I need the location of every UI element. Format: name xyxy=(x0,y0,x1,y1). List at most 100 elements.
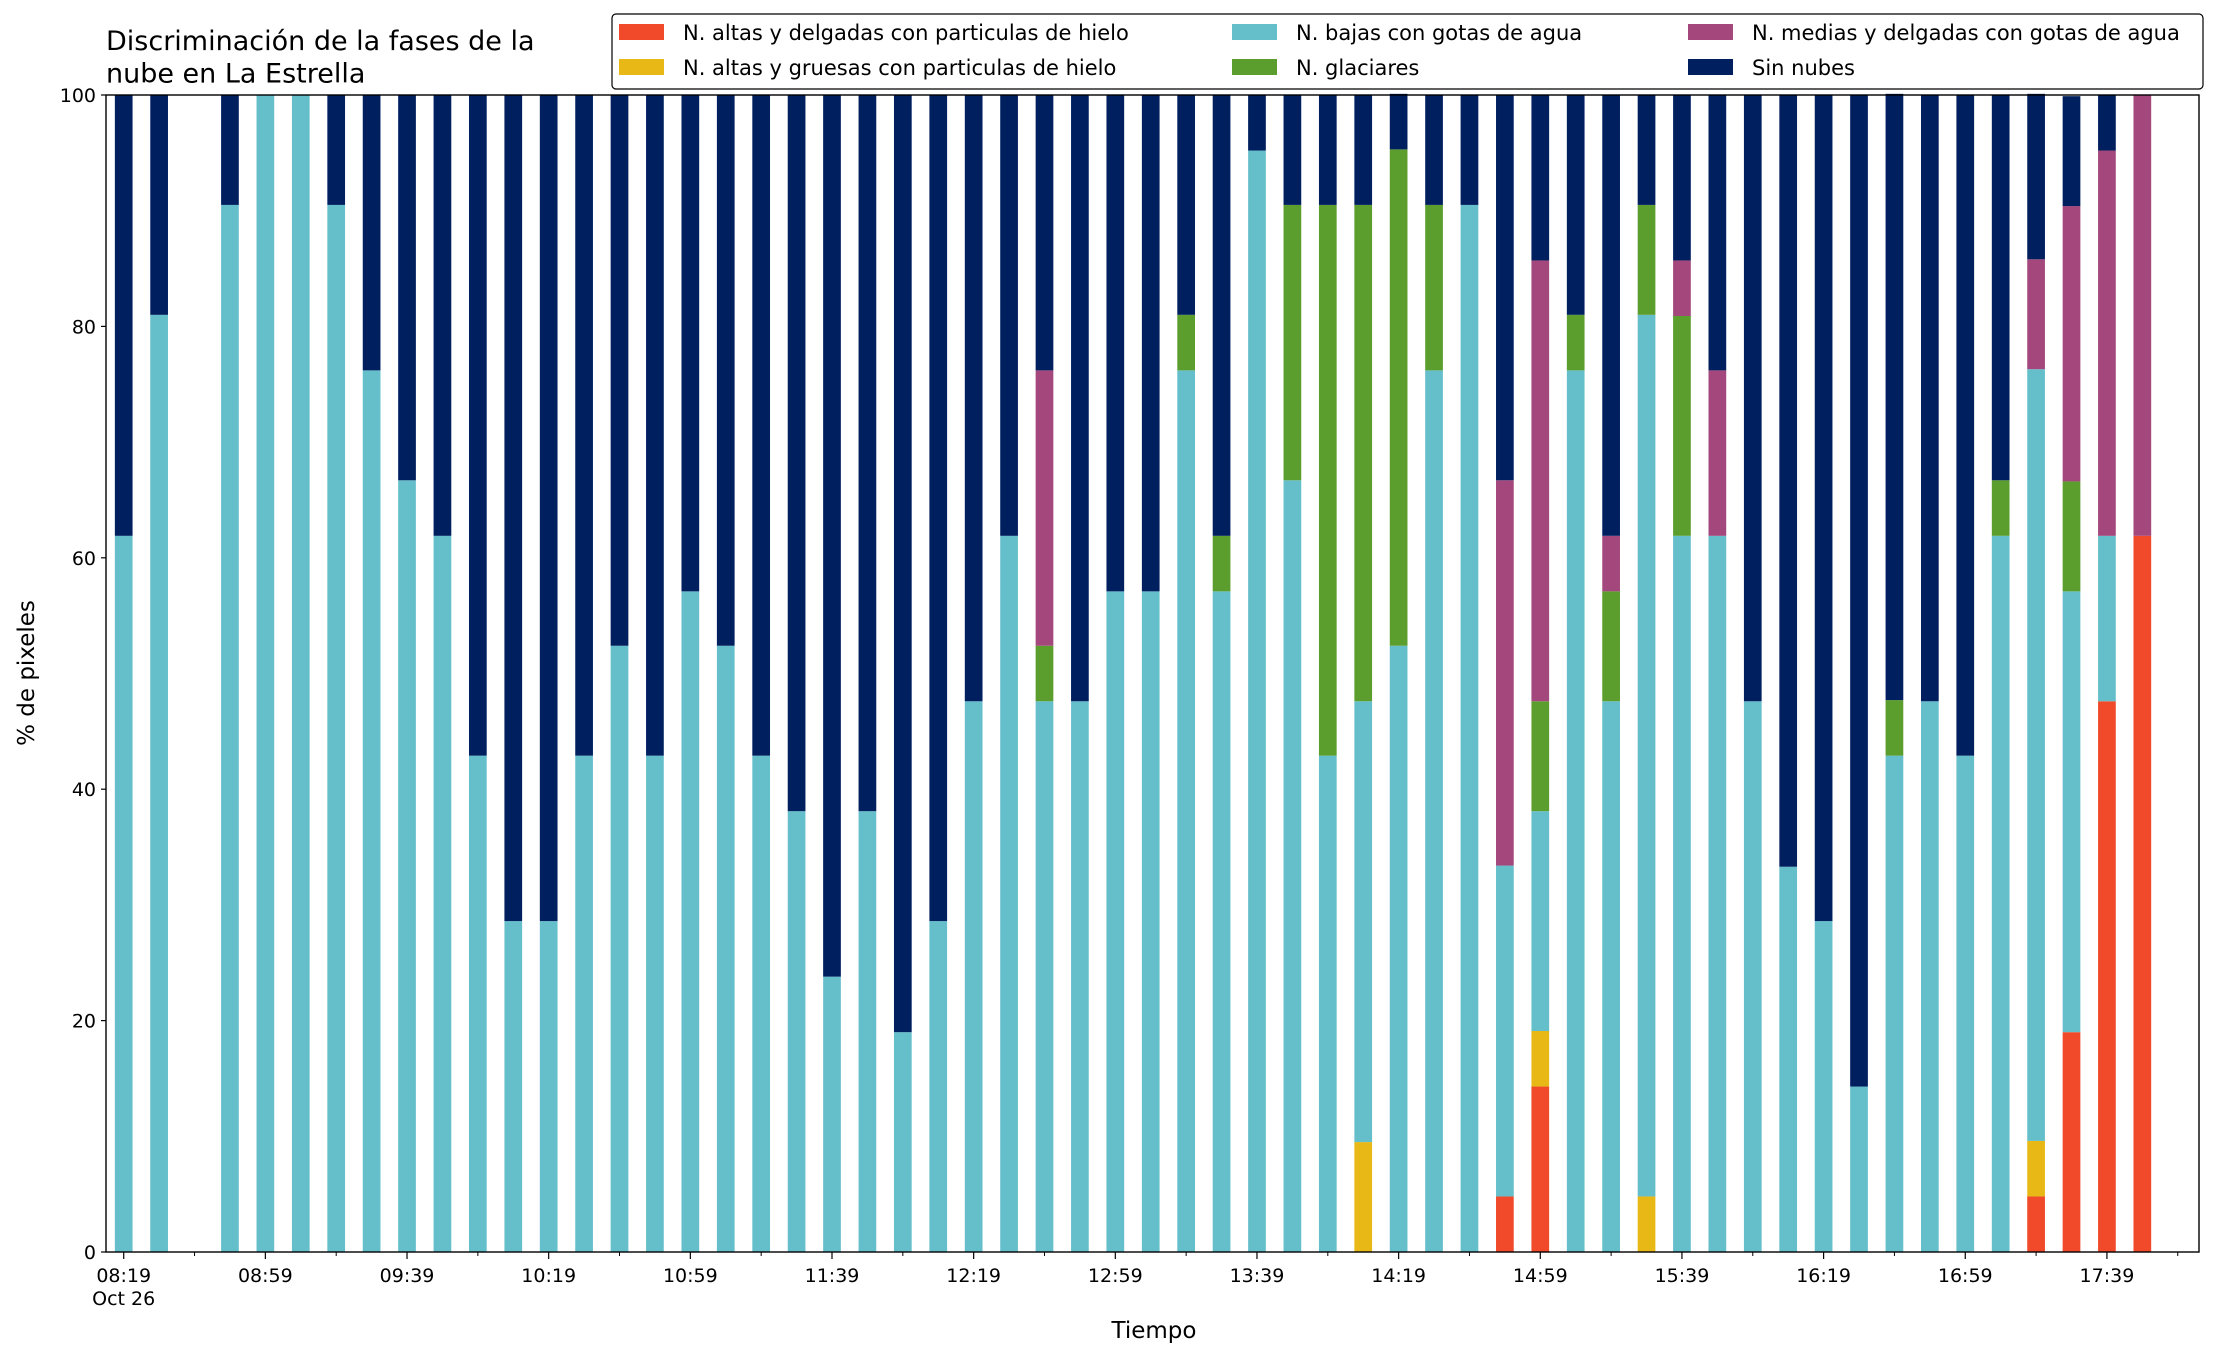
bar-segment xyxy=(1885,755,1904,1252)
bar-segment xyxy=(929,921,948,1252)
bar-segment xyxy=(1956,95,1975,756)
bar-segment xyxy=(1071,95,1089,702)
bar-segment xyxy=(1389,645,1408,1252)
bar-segment xyxy=(1071,701,1089,1252)
bar-segment xyxy=(575,755,593,1252)
bar-segment xyxy=(1779,866,1798,1252)
bar-segment xyxy=(1035,370,1054,646)
x-tick-label: 15:39 xyxy=(1655,1265,1710,1287)
bar-segment xyxy=(1814,95,1833,922)
bar-segment xyxy=(1885,700,1904,756)
bar-segment xyxy=(2062,481,2081,592)
bar-segment xyxy=(1743,95,1762,702)
bar-segment xyxy=(327,204,346,1252)
bar-segment xyxy=(1425,95,1443,205)
x-tick-label: 13:39 xyxy=(1230,1265,1285,1287)
bar-segment xyxy=(2027,369,2045,1141)
bar-segment xyxy=(1354,1142,1373,1252)
bar-segment xyxy=(646,95,664,756)
bar-segment xyxy=(1283,95,1302,205)
bar-segment xyxy=(1566,314,1585,371)
bar-segment xyxy=(858,811,877,1252)
bar-segment xyxy=(1318,755,1337,1252)
bar-segment xyxy=(1283,480,1302,1252)
bar-segment xyxy=(2062,1032,2081,1252)
bar-segment xyxy=(1991,480,2010,536)
bar-segment xyxy=(1779,95,1798,867)
y-tick-label: 40 xyxy=(72,779,96,801)
x-tick-label: 10:19 xyxy=(521,1265,576,1287)
y-tick-label: 100 xyxy=(60,85,96,107)
bar-segment xyxy=(539,95,558,922)
bar-segment xyxy=(256,95,275,1252)
chart-title: Discriminación de la fases de la nube en … xyxy=(106,26,535,89)
bar-segment xyxy=(2098,535,2116,702)
bar-segment xyxy=(1673,315,1691,536)
x-tick-label: 16:19 xyxy=(1796,1265,1851,1287)
bar-segment xyxy=(964,701,983,1252)
bar-segment xyxy=(1389,93,1408,150)
bar-segment xyxy=(1425,370,1443,1253)
legend-swatch xyxy=(619,24,664,40)
bar-segment xyxy=(1035,701,1054,1252)
bar-segment xyxy=(1920,701,1939,1252)
bar-segment xyxy=(433,535,452,1252)
bar-segment xyxy=(787,95,806,812)
x-tick-label: 14:19 xyxy=(1371,1265,1426,1287)
bar-segment xyxy=(1460,95,1479,205)
bar-segment xyxy=(1496,480,1514,866)
bar-segment xyxy=(114,535,133,1252)
x-tick-label: 08:59 xyxy=(238,1265,293,1287)
bar-segment xyxy=(221,204,239,1252)
bar-segment xyxy=(716,95,735,646)
legend-swatch xyxy=(1688,59,1733,75)
bar-segment xyxy=(1106,95,1125,592)
bar-segment xyxy=(1602,535,1620,592)
bar-segment xyxy=(362,95,381,371)
legend-swatch xyxy=(1688,24,1733,40)
bar-segment xyxy=(1531,1086,1550,1252)
y-axis-label: % de pixeles xyxy=(14,600,40,746)
bar-segment xyxy=(1708,95,1727,371)
bar-segment xyxy=(610,645,629,1252)
bar-segment xyxy=(1531,260,1550,702)
bar-segment xyxy=(2027,93,2045,260)
x-tick-label: 08:19 Oct 26 xyxy=(92,1265,155,1310)
legend-swatch xyxy=(1232,59,1277,75)
bar-segment xyxy=(2098,701,2116,1252)
bar-segment xyxy=(2027,259,2045,370)
bar-segment xyxy=(787,811,806,1252)
bar-segment xyxy=(150,314,168,1253)
bar-segment xyxy=(539,921,558,1252)
bar-segment xyxy=(1673,95,1691,261)
bar-segment xyxy=(2062,96,2081,207)
legend-box xyxy=(611,13,2204,90)
bar-segment xyxy=(1850,1086,1868,1252)
x-tick-label: 14:59 xyxy=(1513,1265,1568,1287)
bar-segment xyxy=(893,1032,912,1252)
bar-segment xyxy=(2098,150,2116,536)
bar-segment xyxy=(1000,535,1018,1252)
y-tick-label: 60 xyxy=(72,548,96,570)
y-tick-label: 0 xyxy=(84,1242,96,1264)
bar-segment xyxy=(1212,95,1231,536)
legend-label: Sin nubes xyxy=(1752,56,1855,80)
bar-segment xyxy=(2133,535,2152,1252)
bar-segment xyxy=(150,95,168,315)
bar-segment xyxy=(1743,701,1762,1252)
bar-segment xyxy=(716,645,735,1252)
bar-segment xyxy=(1602,701,1620,1252)
bar-segment xyxy=(575,95,593,756)
bar-segment xyxy=(1708,370,1727,536)
bar-segment xyxy=(362,370,381,1253)
bar-segment xyxy=(1389,149,1408,646)
bar-segment xyxy=(2027,1196,2045,1252)
bar-segment xyxy=(221,95,239,205)
bar-segment xyxy=(2062,591,2081,1033)
bar-segment xyxy=(1531,811,1550,1032)
bar-segment xyxy=(1354,204,1373,702)
bar-segment xyxy=(1283,204,1302,481)
bar-segment xyxy=(1496,865,1514,1197)
bar-segment xyxy=(1248,150,1266,1252)
